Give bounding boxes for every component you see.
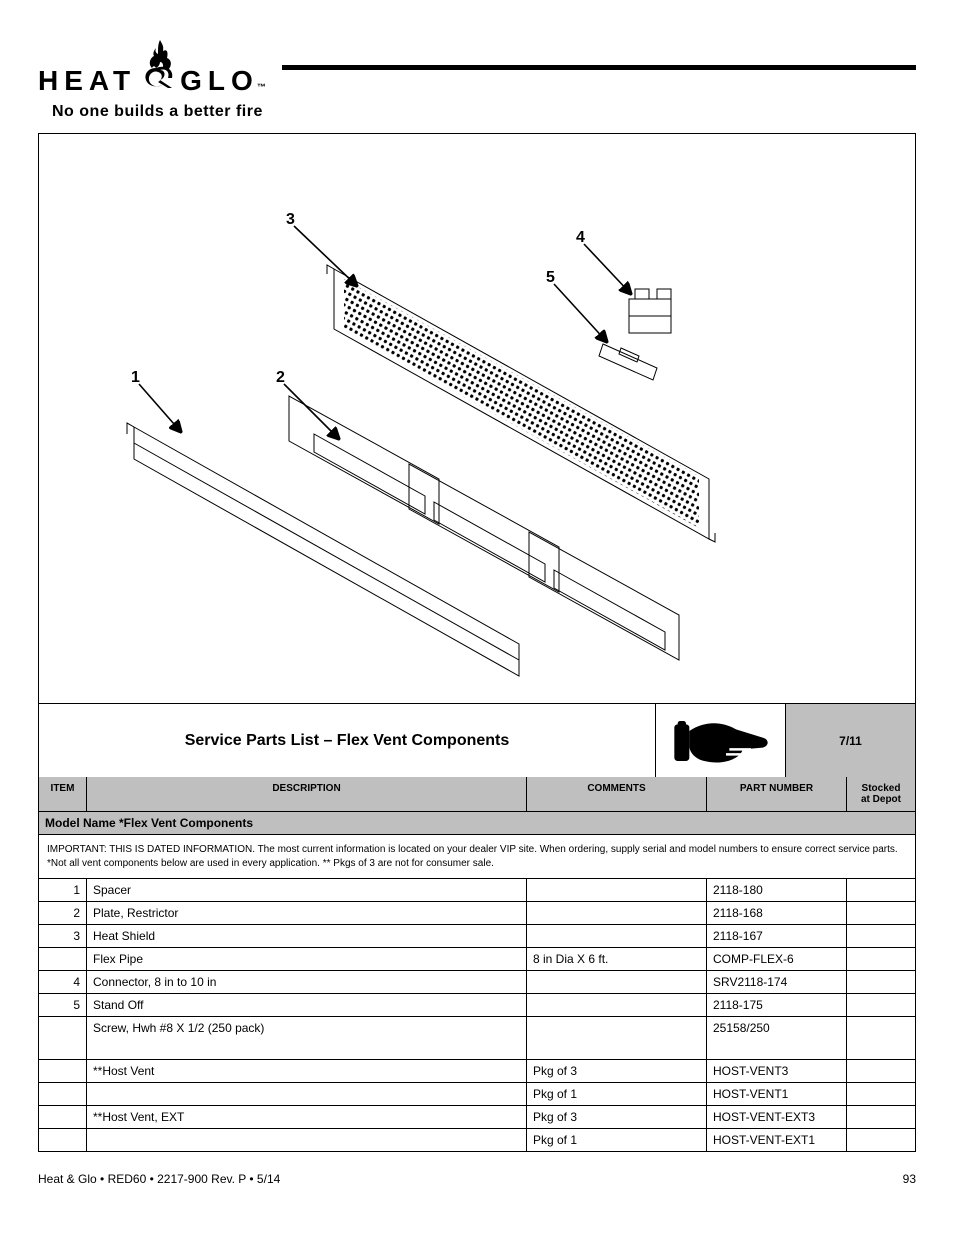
table-row: Screw, Hwh #8 X 1/2 (250 pack) 25158/250 [38, 1017, 916, 1060]
cell-item [39, 1083, 87, 1105]
footer-left: Heat & Glo • RED60 • 2217-900 Rev. P • 5… [38, 1172, 280, 1186]
cell-item [39, 948, 87, 970]
cell-qty [847, 971, 915, 993]
brand-left: HEAT [38, 65, 136, 97]
brand-right: GLO [180, 65, 259, 97]
table-row: 5Stand Off 2118-175 [38, 994, 916, 1017]
cell-item: 3 [39, 925, 87, 947]
cell-desc: **Host Vent [87, 1060, 527, 1082]
cell-desc: Connector, 8 in to 10 in [87, 971, 527, 993]
callout-1: 1 [131, 369, 140, 386]
section-bar: Service Parts List – Flex Vent Component… [38, 703, 916, 777]
cell-item: 2 [39, 902, 87, 924]
cell-item [39, 1129, 87, 1151]
cell-qty [847, 1060, 915, 1082]
cell-part: COMP-FLEX-6 [707, 948, 847, 970]
model-row: Model Name *Flex Vent Components [38, 812, 916, 835]
cell-qty [847, 1106, 915, 1128]
cell-cmt [527, 879, 707, 901]
cell-item [39, 1060, 87, 1082]
cell-item: 5 [39, 994, 87, 1016]
tagline: No one builds a better fire [52, 103, 916, 121]
table-row: 1Spacer 2118-180 [38, 879, 916, 902]
cell-item: 4 [39, 971, 87, 993]
table-row: 2Plate, Restrictor 2118-168 [38, 902, 916, 925]
cell-cmt [527, 971, 707, 993]
cell-qty [847, 994, 915, 1016]
cell-qty [847, 948, 915, 970]
callout-5: 5 [546, 269, 555, 286]
cell-desc: **Host Vent, EXT [87, 1106, 527, 1128]
table-row: Flex Pipe8 in Dia X 6 ft.COMP-FLEX-6 [38, 948, 916, 971]
cell-qty [847, 925, 915, 947]
cell-qty [847, 902, 915, 924]
cell-desc: Stand Off [87, 994, 527, 1016]
table-header: ITEM DESCRIPTION COMMENTS PART NUMBER St… [38, 777, 916, 812]
cell-cmt: Pkg of 3 [527, 1060, 707, 1082]
table-row: Pkg of 1HOST-VENT-EXT1 [38, 1129, 916, 1152]
cell-desc: Heat Shield [87, 925, 527, 947]
ampersand-flame-icon [138, 38, 178, 90]
cell-desc [87, 1083, 527, 1105]
cell-item [39, 1017, 87, 1059]
cell-qty [847, 1083, 915, 1105]
model-text: Model Name *Flex Vent Components [39, 812, 915, 834]
cell-qty [847, 879, 915, 901]
cell-item [39, 1106, 87, 1128]
table-row: Pkg of 1HOST-VENT1 [38, 1083, 916, 1106]
cell-desc: Plate, Restrictor [87, 902, 527, 924]
date-badge: 7/11 [785, 704, 915, 777]
header-rule [282, 65, 916, 70]
cell-qty [847, 1017, 915, 1059]
cell-part: SRV2118-174 [707, 971, 847, 993]
brand-logo: HEAT GLO ™ [38, 38, 266, 97]
cell-cmt [527, 925, 707, 947]
note-row: IMPORTANT: THIS IS DATED INFORMATION. Th… [38, 835, 916, 879]
cell-cmt: Pkg of 1 [527, 1129, 707, 1151]
header: HEAT GLO ™ [38, 38, 916, 97]
section-title: Service Parts List – Flex Vent Component… [39, 704, 655, 777]
cell-cmt: Pkg of 3 [527, 1106, 707, 1128]
cell-desc [87, 1129, 527, 1151]
col-comments: COMMENTS [527, 777, 707, 811]
cell-part: HOST-VENT3 [707, 1060, 847, 1082]
cell-desc: Flex Pipe [87, 948, 527, 970]
page-footer: Heat & Glo • RED60 • 2217-900 Rev. P • 5… [38, 1172, 916, 1186]
cell-cmt [527, 1017, 707, 1059]
cell-part: 2118-168 [707, 902, 847, 924]
cell-part: 2118-175 [707, 994, 847, 1016]
table-row: **Host Vent, EXTPkg of 3HOST-VENT-EXT3 [38, 1106, 916, 1129]
col-stocked: Stocked at Depot [847, 777, 915, 811]
col-item: ITEM [39, 777, 87, 811]
pointing-hand-icon [655, 704, 785, 777]
cell-qty [847, 1129, 915, 1151]
trademark: ™ [257, 82, 266, 92]
exploded-diagram: 1 2 3 4 5 [38, 133, 916, 703]
cell-part: HOST-VENT-EXT1 [707, 1129, 847, 1151]
cell-part: 25158/250 [707, 1017, 847, 1059]
cell-desc: Spacer [87, 879, 527, 901]
cell-part: 2118-167 [707, 925, 847, 947]
table-body: 1Spacer 2118-180 2Plate, Restrictor 2118-16… [38, 879, 916, 1152]
cell-item: 1 [39, 879, 87, 901]
table-row: **Host VentPkg of 3HOST-VENT3 [38, 1060, 916, 1083]
table-row: 4Connector, 8 in to 10 in SRV2118-174 [38, 971, 916, 994]
footer-right: 93 [903, 1172, 916, 1186]
callout-4: 4 [576, 229, 585, 246]
cell-part: HOST-VENT-EXT3 [707, 1106, 847, 1128]
cell-cmt: Pkg of 1 [527, 1083, 707, 1105]
cell-desc: Screw, Hwh #8 X 1/2 (250 pack) [87, 1017, 527, 1059]
cell-part: HOST-VENT1 [707, 1083, 847, 1105]
callout-3: 3 [286, 211, 295, 228]
cell-part: 2118-180 [707, 879, 847, 901]
col-part-number: PART NUMBER [707, 777, 847, 811]
note-text: IMPORTANT: THIS IS DATED INFORMATION. Th… [39, 835, 915, 878]
cell-cmt [527, 902, 707, 924]
cell-cmt [527, 994, 707, 1016]
callout-2: 2 [276, 369, 285, 386]
col-description: DESCRIPTION [87, 777, 527, 811]
cell-cmt: 8 in Dia X 6 ft. [527, 948, 707, 970]
table-row: 3Heat Shield 2118-167 [38, 925, 916, 948]
